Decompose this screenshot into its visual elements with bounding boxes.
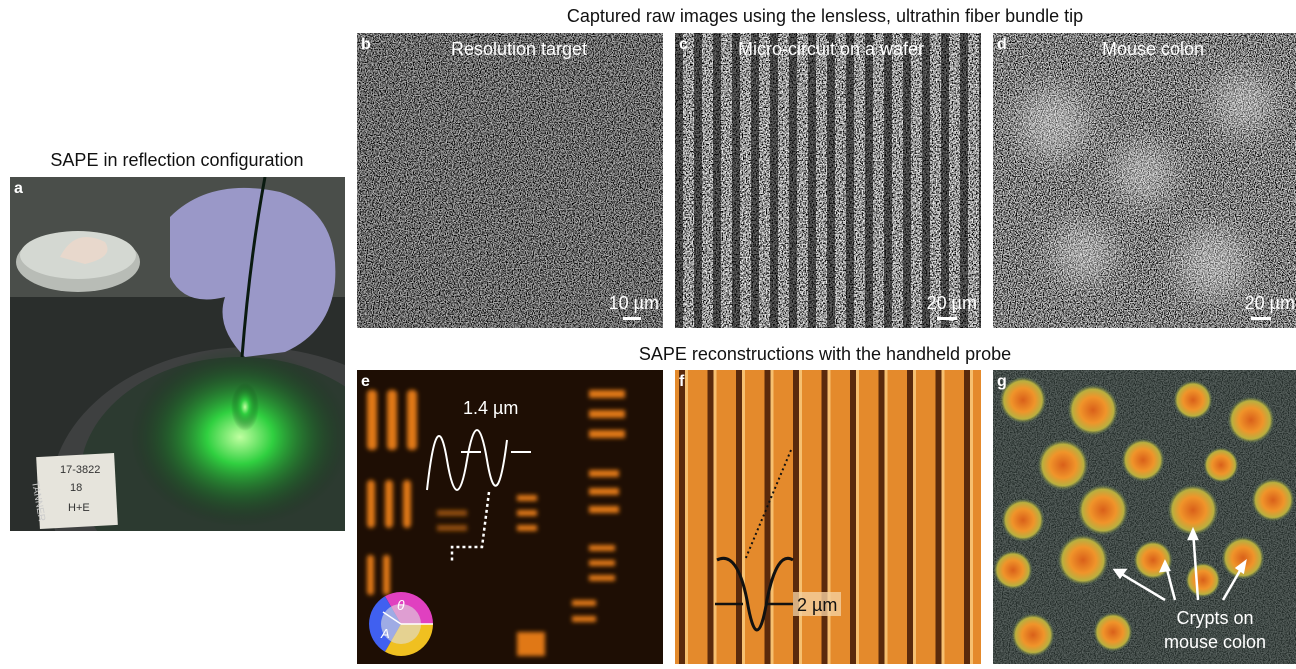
panel-label: b — [361, 36, 371, 53]
caption: Resolution target — [451, 39, 587, 59]
caption: Micro-circuit on a wafer — [738, 39, 924, 59]
wheel-label: A — [380, 626, 390, 641]
reconstruction-image: 1.4 µm θ A e — [357, 370, 663, 664]
photo-label: 18 — [70, 482, 82, 494]
panel-label: c — [679, 36, 688, 53]
figure: SAPE in reflection configuration 17-3822… — [0, 0, 1296, 664]
scale-bar-label: 10 µm — [609, 293, 659, 313]
annotation: 2 µm — [797, 595, 837, 615]
raw-image: b Resolution target 10 µm — [357, 33, 663, 328]
raw-image: d Mouse colon 20 µm — [993, 33, 1296, 328]
panel-title: SAPE in reflection configuration — [50, 150, 303, 170]
reconstruction-image: 2 µm f — [675, 370, 981, 664]
section-title: SAPE reconstructions with the handheld p… — [639, 344, 1011, 364]
raw-image: c Micro-circuit on a wafer 20 µm — [675, 33, 981, 328]
panel-label: g — [997, 373, 1007, 390]
annotation: mouse colon — [1164, 632, 1266, 652]
annotation: Crypts on — [1176, 608, 1253, 628]
panel-label: d — [997, 36, 1007, 53]
photo-label: H+E — [68, 502, 90, 514]
reconstruction-image: Crypts on mouse colon g — [993, 370, 1296, 664]
scale-bar-label: 20 µm — [927, 293, 977, 313]
annotation: 1.4 µm — [463, 398, 518, 418]
panel-label: a — [14, 180, 23, 197]
caption: Mouse colon — [1102, 39, 1204, 59]
panel-label: f — [679, 373, 685, 390]
wheel-label: θ — [397, 597, 405, 613]
section-title: Captured raw images using the lensless, … — [567, 6, 1083, 26]
photo-label: 17-3822 — [60, 464, 100, 476]
scale-bar-label: 20 µm — [1245, 293, 1295, 313]
panel-label: e — [361, 373, 370, 390]
